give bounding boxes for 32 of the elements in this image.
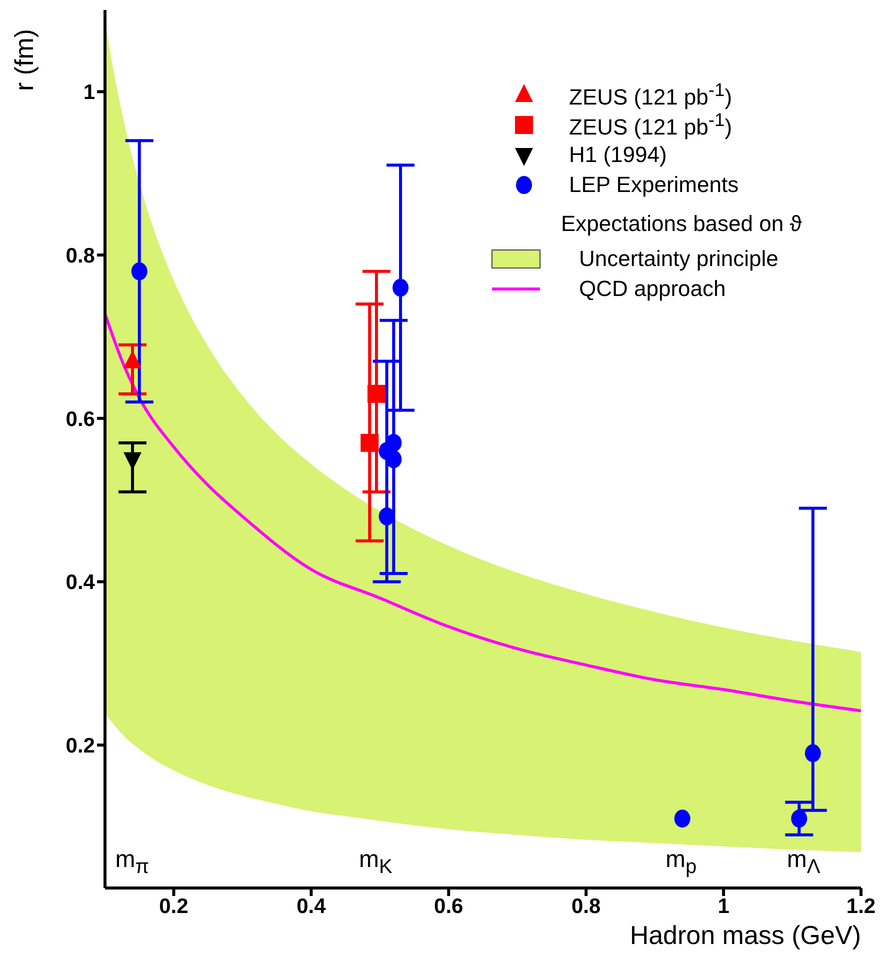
x-tick-label: 0.2 [159, 894, 188, 918]
legend-label: Uncertainty principle [579, 246, 778, 272]
legend-label: ZEUS (121 pb$^{-1}$) [569, 109, 732, 140]
x-tick-label: 1.2 [846, 894, 876, 918]
point [804, 744, 821, 762]
x-tick-label: 0.8 [571, 894, 602, 918]
legend-label: H1 (1994) [569, 142, 667, 168]
point [131, 262, 148, 280]
y-axis-title: r (fm) [9, 28, 39, 92]
y-tick-label: 0.2 [66, 734, 95, 758]
point [674, 810, 690, 828]
annotation: m$_{p}$ [664, 846, 698, 879]
y-tick-label: 1 [83, 81, 96, 104]
point [791, 810, 808, 828]
annotation: Expectations based on ϑ [561, 211, 803, 236]
point [367, 384, 386, 403]
annotation: m$_{Λ}$ [786, 846, 822, 879]
x-tick-label: 0.6 [434, 894, 464, 918]
legend-label: LEP Experiments [569, 172, 739, 198]
legend-label: QCD approach [579, 276, 726, 302]
line-series [105, 312, 861, 712]
annotation: m$_{K}$ [358, 846, 394, 879]
y-tick-label: 0.4 [66, 571, 96, 594]
x-tick-label: 1 [718, 894, 730, 918]
y-tick-label: 0.8 [66, 244, 96, 268]
point [360, 434, 379, 452]
y-tick-label: 0.6 [66, 408, 95, 431]
x-axis-title: Hadron mass (GeV) [630, 920, 861, 950]
x-tick-label: 0.4 [296, 894, 326, 918]
legend-label: ZEUS (121 pb$^{-1}$) [569, 79, 732, 110]
point [392, 278, 409, 297]
annotation: m$_{π}$ [114, 846, 150, 879]
